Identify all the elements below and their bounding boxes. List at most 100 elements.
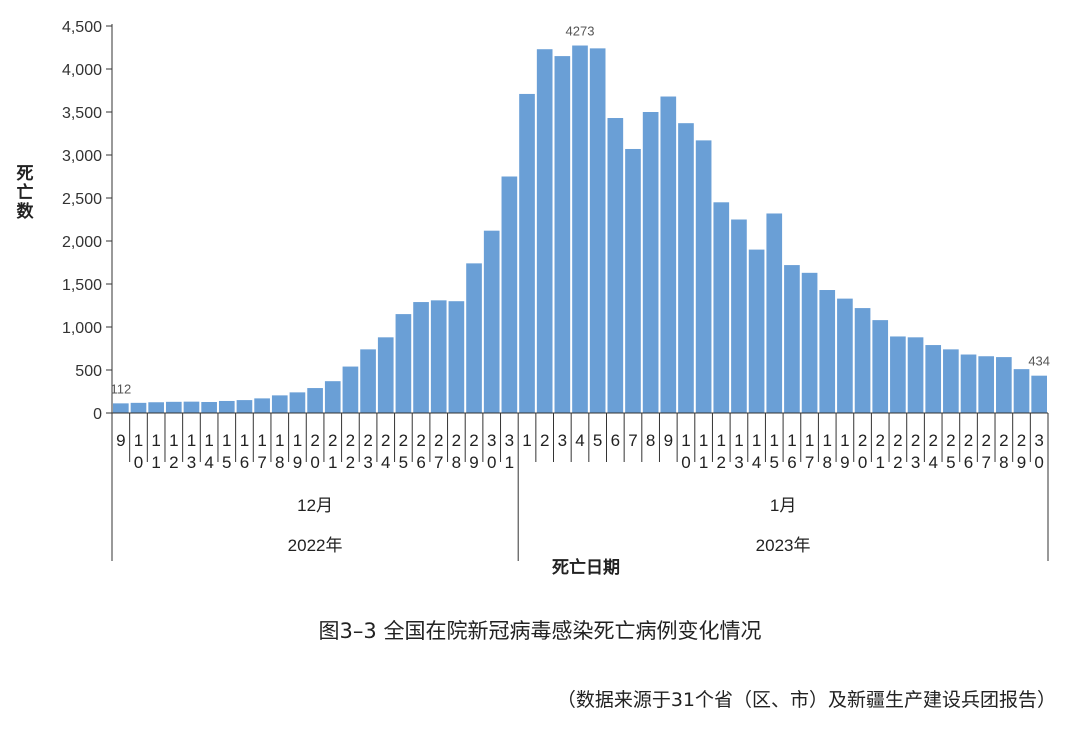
bar <box>678 123 694 414</box>
y-tick-label: 3,500 <box>62 105 102 122</box>
x-tick-label-digit: 0 <box>134 453 143 472</box>
x-tick-label-digit: 1 <box>187 431 196 450</box>
bar <box>837 298 853 413</box>
y-axis-label: 死亡数 <box>16 164 34 222</box>
bar <box>572 45 588 413</box>
x-tick-label-digit: 1 <box>752 431 761 450</box>
x-tick-label-digit: 1 <box>522 431 531 450</box>
x-tick-label-digit: 2 <box>381 431 390 450</box>
bar <box>254 398 270 413</box>
x-tick-label-digit: 2 <box>875 431 884 450</box>
bar <box>377 337 394 413</box>
y-tick-label: 500 <box>75 363 102 380</box>
x-tick-label-digit: 1 <box>787 431 796 450</box>
x-tick-label-digit: 4 <box>204 453 213 472</box>
x-tick-label-digit: 1 <box>328 453 337 472</box>
bar <box>342 366 359 413</box>
bar <box>413 302 429 413</box>
figure-caption: 图3–3 全国在院新冠病毒感染死亡病例变化情况 <box>318 619 762 643</box>
bar <box>784 265 800 413</box>
x-tick-label-digit: 2 <box>540 431 549 450</box>
bar <box>466 263 482 413</box>
x-tick-label-digit: 1 <box>505 453 514 472</box>
bar <box>201 401 217 413</box>
bar <box>165 401 182 413</box>
year-label: 2023年 <box>756 536 811 555</box>
bar <box>307 388 323 413</box>
x-tick-label-digit: 3 <box>1034 431 1043 450</box>
bar <box>766 213 783 413</box>
x-tick-label-digit: 1 <box>134 431 143 450</box>
bar <box>271 395 288 413</box>
bar <box>660 96 677 414</box>
x-tick-label-digit: 3 <box>187 453 196 472</box>
x-tick-label-digit: 3 <box>911 453 920 472</box>
x-tick-label-digit: 3 <box>558 431 567 450</box>
x-tick-label-digit: 2 <box>169 453 178 472</box>
bar <box>324 381 341 413</box>
bar <box>430 300 447 413</box>
x-tick-label-digit: 2 <box>346 453 355 472</box>
bar <box>943 349 959 413</box>
bar <box>607 118 624 414</box>
bar <box>236 400 253 413</box>
x-tick-label-digit: 8 <box>646 431 655 450</box>
bar <box>554 56 571 413</box>
x-tick-label-digit: 1 <box>151 431 160 450</box>
x-tick-label-digit: 5 <box>399 453 408 472</box>
bar <box>148 402 164 413</box>
data-source-note: （数据来源于31个省（区、市）及新疆生产建设兵团报告） <box>556 689 1056 711</box>
bar <box>801 272 818 413</box>
x-tick-label-digit: 6 <box>611 431 620 450</box>
bar <box>113 403 129 413</box>
x-tick-label-digit: 4 <box>928 453 937 472</box>
x-tick-label-digit: 1 <box>699 453 708 472</box>
y-tick-label: 4,000 <box>62 62 102 79</box>
x-tick-label-digit: 3 <box>363 453 372 472</box>
x-tick-label-digit: 6 <box>787 453 796 472</box>
bar <box>819 290 836 413</box>
x-tick-label-digit: 8 <box>823 453 832 472</box>
bar <box>642 112 659 413</box>
x-tick-label-digit: 1 <box>275 431 284 450</box>
x-tick-label-digit: 7 <box>628 431 637 450</box>
bar <box>748 249 765 413</box>
x-tick-label-digit: 9 <box>469 453 478 472</box>
x-tick-label-digit: 2 <box>946 431 955 450</box>
y-tick-label: 1,000 <box>62 320 102 337</box>
bar <box>996 357 1012 413</box>
x-tick-label-digit: 1 <box>734 431 743 450</box>
bar <box>854 308 871 413</box>
x-tick-label-digit: 8 <box>275 453 284 472</box>
x-tick-label-digit: 2 <box>416 431 425 450</box>
bar <box>589 48 606 414</box>
x-axis-label: 死亡日期 <box>552 557 620 577</box>
x-tick-label-digit: 0 <box>487 453 496 472</box>
bar <box>713 202 730 413</box>
x-tick-label-digit: 1 <box>823 431 832 450</box>
x-tick-label-digit: 2 <box>469 431 478 450</box>
bar <box>183 401 200 413</box>
x-tick-label-digit: 1 <box>717 431 726 450</box>
data-label: 112 <box>110 381 131 396</box>
bar <box>872 320 889 413</box>
y-tick-label: 4,500 <box>62 19 102 36</box>
month-label: 1月 <box>770 496 796 515</box>
x-tick-label-digit: 2 <box>928 431 937 450</box>
bar <box>448 301 465 413</box>
x-tick-label-digit: 3 <box>505 431 514 450</box>
x-tick-label-digit: 9 <box>116 431 125 450</box>
year-label: 2022年 <box>288 536 343 555</box>
bar <box>519 93 535 413</box>
x-tick-label-digit: 1 <box>681 431 690 450</box>
x-tick-label-digit: 1 <box>875 453 884 472</box>
data-label: 4273 <box>566 24 595 39</box>
x-tick-label-digit: 2 <box>964 431 973 450</box>
x-tick-label-digit: 2 <box>328 431 337 450</box>
y-tick-label: 0 <box>93 406 102 423</box>
bar <box>536 49 553 413</box>
y-tick-label: 1,500 <box>62 277 102 294</box>
x-tick-label-digit: 1 <box>240 431 249 450</box>
bar <box>1013 369 1030 413</box>
x-tick-label-digit: 9 <box>1017 453 1026 472</box>
